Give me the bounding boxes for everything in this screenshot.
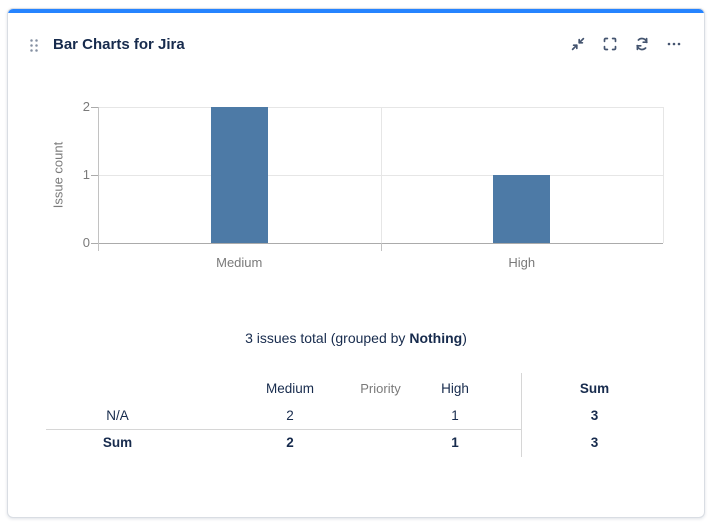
bar-high[interactable]: [493, 175, 551, 243]
drag-handle-icon[interactable]: [28, 38, 40, 53]
gadget-title: Bar Charts for Jira: [53, 36, 185, 53]
x-axis-title: Priority: [360, 381, 401, 396]
row-label: Sum: [102, 434, 133, 450]
summary-text: 3 issues total (grouped by Nothing): [8, 330, 704, 346]
more-button[interactable]: [662, 33, 686, 57]
column-header-medium: Medium: [265, 380, 314, 396]
table-row-separator: [46, 429, 521, 430]
table-cell: 1: [451, 434, 459, 450]
summary-group-term: Nothing: [409, 330, 463, 346]
row-label: N/A: [106, 407, 129, 423]
gadget-card: Bar Charts for Jira: [7, 8, 705, 518]
y-tick: [91, 175, 98, 176]
y-tick: [91, 107, 98, 108]
bar-medium[interactable]: [210, 107, 268, 243]
category-label-high: High: [508, 255, 536, 270]
summary-table: Medium High Sum N/A 2 1 3 Sum 2 1 3: [44, 373, 668, 457]
table-sum-divider: [521, 373, 522, 457]
plot-area: 0 1 2 Medium High: [83, 99, 664, 270]
y-tick-label: 1: [82, 167, 90, 182]
y-tick-label: 0: [82, 235, 90, 250]
summary-suffix: ): [462, 330, 467, 346]
x-tick: [380, 243, 382, 251]
shrink-arrows-icon: [570, 36, 586, 55]
y-tick-label: 2: [82, 99, 90, 114]
gadget-toolbar: [566, 33, 686, 57]
gadget-accent-bar: [8, 9, 704, 13]
table-row-sum: Sum 2 1 3: [44, 429, 668, 456]
ellipsis-icon: [666, 36, 682, 55]
table-header-row: Medium High Sum: [44, 375, 668, 402]
refresh-button[interactable]: [630, 33, 654, 57]
category-label-medium: Medium: [216, 255, 263, 270]
fullscreen-icon: [602, 36, 618, 55]
fullscreen-button[interactable]: [598, 33, 622, 57]
table-cell: 2: [286, 434, 294, 450]
column-header-sum: Sum: [579, 380, 610, 396]
table-cell: 1: [451, 407, 459, 423]
minimize-button[interactable]: [566, 33, 590, 57]
category-gridline: [380, 107, 382, 243]
y-axis-line: [98, 107, 99, 251]
column-header-high: High: [441, 380, 469, 396]
table-cell: 3: [590, 407, 599, 423]
summary-prefix: 3 issues total (grouped by: [245, 330, 410, 346]
table-row-n-a: N/A 2 1 3: [44, 402, 668, 429]
table-cell: 3: [590, 434, 599, 450]
y-tick: [91, 243, 98, 244]
table-cell: 2: [286, 407, 294, 423]
refresh-icon: [634, 36, 650, 55]
plot-right-border: [663, 107, 664, 243]
